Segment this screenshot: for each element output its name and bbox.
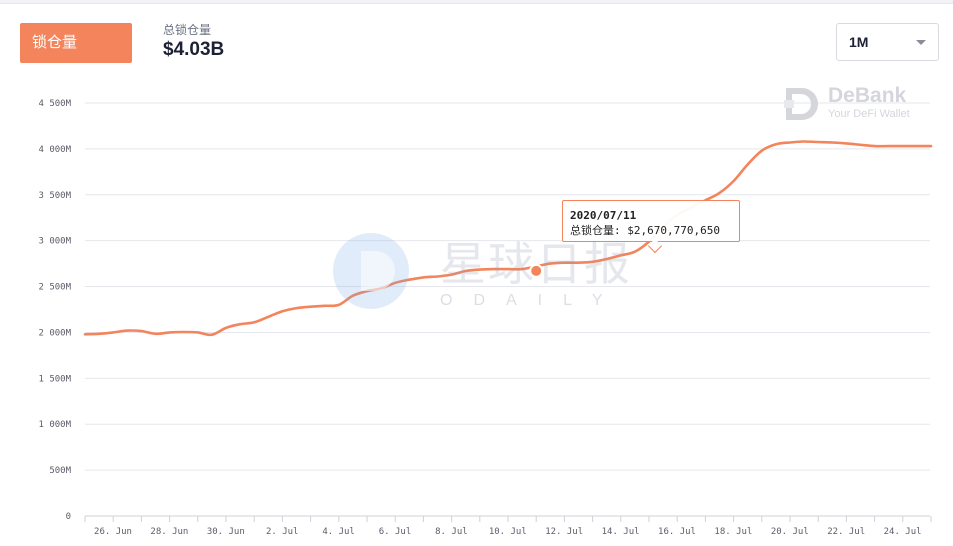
debank-name: DeBank [828, 84, 907, 107]
x-tick-label: 30. Jun [207, 527, 245, 537]
x-axis-ticks: 26. Jun 28. Jun 30. Jun 2. Jul 4. Jul 6. Jul 8… [84, 516, 932, 537]
x-tick-label: 16. Jul [658, 527, 696, 537]
x-tick-label: 6. Jul [379, 527, 412, 537]
tooltip-date: 2020/07/11 [570, 209, 637, 222]
y-tick-label: 4 000M [38, 145, 71, 155]
x-tick-label: 10. Jul [489, 527, 527, 537]
odaily-watermark-en: ODAILY [440, 292, 624, 309]
y-axis-ticks: 0 500M 1 000M 1 500M 2 000M 2 500M 3 000M 3 500… [38, 99, 71, 522]
x-tick-label: 20. Jul [771, 527, 809, 537]
x-tick-label: 22. Jul [827, 527, 865, 537]
debank-logo-icon [784, 88, 818, 120]
total-tvl-value: $4.03B [163, 39, 225, 60]
y-tick-label: 2 000M [38, 328, 71, 338]
x-tick-label: 24. Jul [884, 527, 922, 537]
series-line-tvl [83, 140, 933, 337]
tvl-metric-button[interactable]: 锁仓量 [20, 23, 132, 63]
y-tick-label: 1 500M [38, 374, 71, 384]
y-tick-label: 0 [66, 512, 71, 522]
x-tick-label: 12. Jul [545, 527, 583, 537]
chart-tooltip: 2020/07/11 总锁仓量: $2,670,770,650 [562, 200, 740, 242]
tooltip-row: 总锁仓量: $2,670,770,650 [570, 223, 739, 238]
x-tick-label: 26. Jun [94, 527, 132, 537]
odaily-logo-icon [333, 233, 409, 309]
x-tick-label: 4. Jul [322, 527, 355, 537]
y-tick-label: 4 500M [38, 99, 71, 109]
y-tick-label: 3 500M [38, 191, 71, 201]
total-tvl-label: 总锁仓量 [163, 23, 212, 37]
debank-tagline: Your DeFi Wallet [828, 108, 910, 120]
time-range-value: 1M [849, 34, 869, 50]
x-tick-label: 18. Jul [714, 527, 752, 537]
y-tick-label: 2 500M [38, 283, 71, 293]
x-tick-label: 14. Jul [602, 527, 640, 537]
hover-point-marker[interactable] [529, 263, 544, 278]
y-tick-label: 3 000M [38, 237, 71, 247]
x-tick-label: 8. Jul [435, 527, 468, 537]
tooltip-value: $2,670,770,650 [627, 224, 720, 237]
chevron-down-icon [916, 40, 926, 45]
odaily-watermark-cn: 星球日报 [440, 237, 632, 291]
x-tick-label: 28. Jun [150, 527, 188, 537]
time-range-select[interactable]: 1M [836, 23, 939, 61]
tooltip-label: 总锁仓量: [570, 224, 621, 237]
x-tick-label: 2. Jul [266, 527, 299, 537]
y-tick-label: 500M [49, 466, 71, 476]
y-tick-label: 1 000M [38, 420, 71, 430]
debank-watermark: DeBank Your DeFi Wallet [784, 84, 924, 124]
